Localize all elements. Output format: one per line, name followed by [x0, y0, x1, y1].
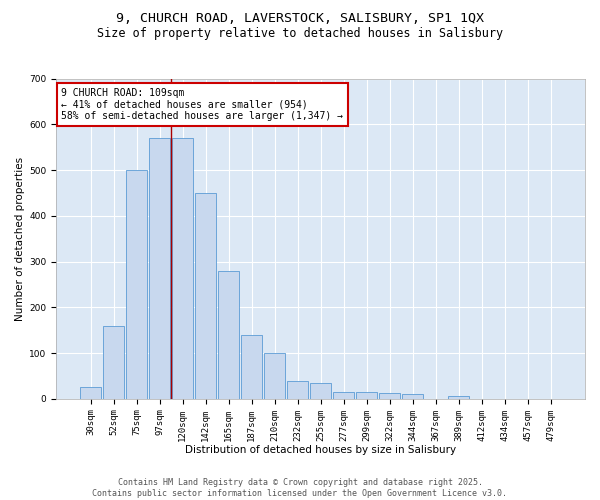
Bar	[356, 392, 377, 399]
Text: Size of property relative to detached houses in Salisbury: Size of property relative to detached ho…	[97, 28, 503, 40]
Bar	[264, 353, 285, 399]
Text: 9 CHURCH ROAD: 109sqm
← 41% of detached houses are smaller (954)
58% of semi-det: 9 CHURCH ROAD: 109sqm ← 41% of detached …	[61, 88, 343, 122]
Bar	[379, 394, 400, 399]
Bar	[80, 388, 101, 399]
Bar	[172, 138, 193, 399]
Bar	[333, 392, 354, 399]
Bar	[310, 383, 331, 399]
Bar	[448, 396, 469, 399]
Text: 9, CHURCH ROAD, LAVERSTOCK, SALISBURY, SP1 1QX: 9, CHURCH ROAD, LAVERSTOCK, SALISBURY, S…	[116, 12, 484, 26]
Y-axis label: Number of detached properties: Number of detached properties	[15, 156, 25, 320]
Bar	[287, 382, 308, 399]
X-axis label: Distribution of detached houses by size in Salisbury: Distribution of detached houses by size …	[185, 445, 456, 455]
Text: Contains HM Land Registry data © Crown copyright and database right 2025.
Contai: Contains HM Land Registry data © Crown c…	[92, 478, 508, 498]
Bar	[103, 326, 124, 399]
Bar	[402, 394, 423, 399]
Bar	[149, 138, 170, 399]
Bar	[218, 270, 239, 399]
Bar	[126, 170, 147, 399]
Bar	[241, 335, 262, 399]
Bar	[195, 193, 216, 399]
